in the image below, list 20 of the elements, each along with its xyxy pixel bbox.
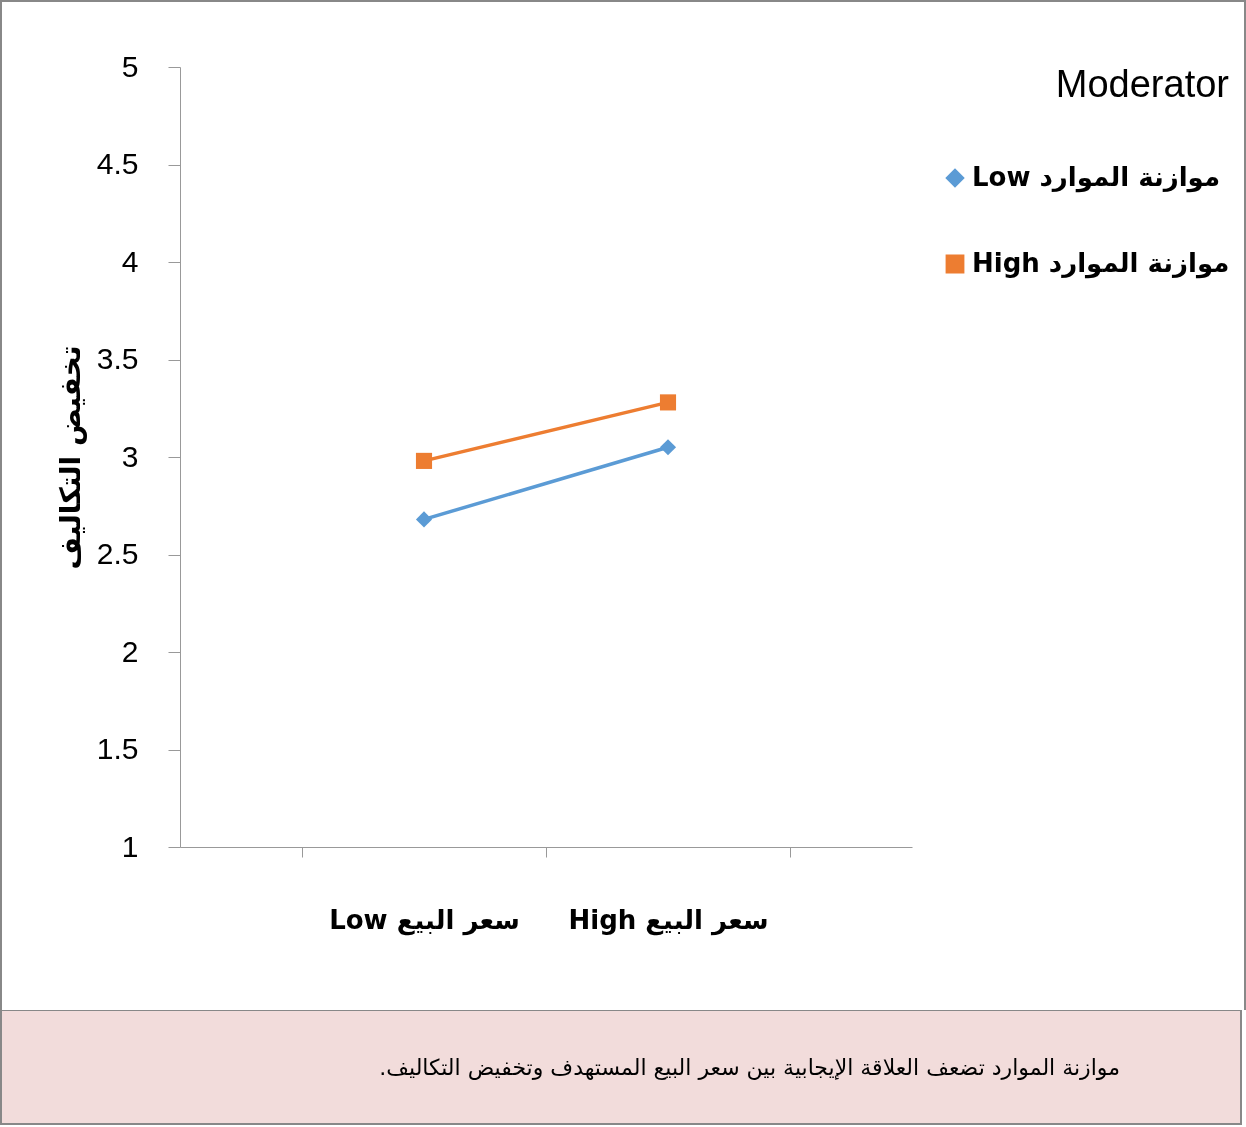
y-tick-label: 1.5 xyxy=(96,732,139,765)
x-tick-label: High سعر البيع xyxy=(568,904,769,936)
y-tick-label: 4.5 xyxy=(96,147,139,180)
y-tick-label: 2.5 xyxy=(96,537,139,570)
point xyxy=(659,394,677,411)
y-tick-label: 3.5 xyxy=(96,342,139,375)
point xyxy=(415,452,433,469)
y-tick-label: 1 xyxy=(121,829,139,863)
y-tick-label: 4 xyxy=(121,244,139,278)
y-tick-label: 2 xyxy=(121,634,139,668)
x-tick-label: Low سعر البيع xyxy=(329,904,520,936)
legend-label: High موازنة الموارد xyxy=(972,248,1230,279)
y-tick-label: 5 xyxy=(121,49,139,83)
text: موازنة الموارد تضعف العلاقة الإيجابية بين سعر البيع المستهدف وتخفيض التكاليف. xyxy=(379,1054,1120,1080)
legend-label: Low موازنة الموارد xyxy=(972,162,1221,193)
legend-title: Moderator xyxy=(1055,63,1230,105)
point xyxy=(415,511,433,528)
point xyxy=(659,439,677,456)
y-axis-title: تخفيض التكاليف xyxy=(53,345,87,570)
y-tick-label: 3 xyxy=(121,439,139,473)
